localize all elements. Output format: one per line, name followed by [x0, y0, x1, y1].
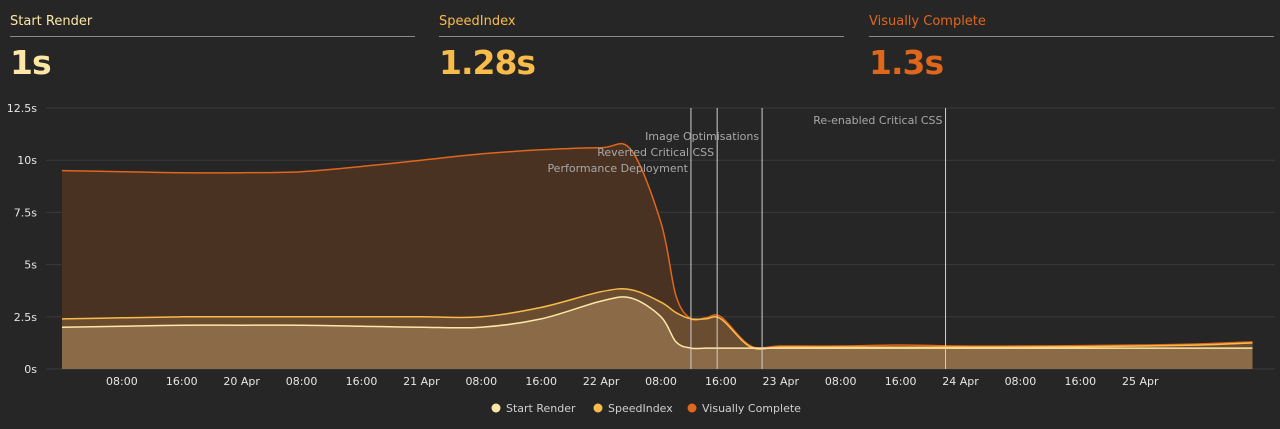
series-line-visually-complete	[61, 142, 1253, 349]
event-label: Re-enabled Critical CSS	[813, 114, 942, 127]
y-tick-label: 0s	[24, 363, 37, 376]
metric-start-render: Start Render 1s	[10, 14, 415, 83]
series-lines	[61, 142, 1253, 350]
series-area-start-render	[62, 296, 1253, 369]
legend-item-start-render[interactable]: Start Render	[491, 402, 577, 415]
x-tick-label: 08:00	[465, 375, 497, 388]
x-tick-label: 08:00	[645, 375, 677, 388]
y-tick-label: 2.5s	[14, 311, 37, 324]
legend-swatch	[687, 403, 697, 413]
metric-label: Start Render	[10, 14, 93, 29]
x-tick-label: 08:00	[286, 375, 318, 388]
y-tick-label: 5s	[24, 259, 37, 272]
event-label: Reverted Critical CSS	[597, 146, 714, 159]
y-tick-label: 10s	[17, 154, 37, 167]
legend-item-visually-complete[interactable]: Visually Complete	[687, 402, 802, 415]
y-axis: 0s 2.5s 5s 7.5s 10s 12.5s	[7, 102, 37, 376]
series-areas	[62, 143, 1253, 369]
metric-visually-complete: Visually Complete 1.3s	[869, 14, 1274, 83]
legend[interactable]: Start Render SpeedIndex Visually Complete	[491, 402, 802, 415]
metric-value: 1.28s	[439, 43, 536, 82]
legend-label: Visually Complete	[702, 402, 801, 415]
legend-swatch	[593, 403, 603, 413]
metric-divider	[10, 36, 415, 37]
event-label: Performance Deployment	[547, 162, 688, 175]
metric-value: 1s	[10, 43, 52, 82]
legend-item-speedindex[interactable]: SpeedIndex	[593, 402, 674, 415]
metrics-header: Start Render 1s SpeedIndex 1.28s Visuall…	[0, 0, 1280, 100]
x-axis: 08:00 16:00 20 Apr 08:00 16:00 21 Apr 08:00 16:…	[106, 375, 1159, 388]
x-tick-label: 08:00	[106, 375, 138, 388]
x-tick-label: 16:00	[885, 375, 917, 388]
x-tick-label: 08:00	[1005, 375, 1037, 388]
x-tick-label: 20 Apr	[223, 375, 260, 388]
x-tick-label: 16:00	[166, 375, 198, 388]
event-annotations: Performance Deployment Reverted Critical …	[547, 108, 947, 369]
legend-label: SpeedIndex	[608, 402, 673, 415]
series-line-start-render	[61, 296, 1253, 350]
metric-divider	[869, 36, 1274, 37]
x-tick-label: 23 Apr	[763, 375, 800, 388]
x-tick-label: 16:00	[525, 375, 557, 388]
metric-value: 1.3s	[869, 43, 944, 82]
x-tick-label: 16:00	[1064, 375, 1096, 388]
x-tick-label: 22 Apr	[583, 375, 620, 388]
x-tick-label: 16:00	[346, 375, 378, 388]
metric-label: SpeedIndex	[439, 14, 516, 29]
x-tick-label: 25 Apr	[1122, 375, 1159, 388]
y-tick-label: 12.5s	[7, 102, 37, 115]
series-line-speedindex	[61, 288, 1253, 350]
y-tick-label: 7.5s	[14, 206, 37, 219]
x-tick-label: 08:00	[825, 375, 857, 388]
legend-label: Start Render	[506, 402, 576, 415]
series-area-visually-complete	[62, 143, 1253, 369]
x-tick-label: 16:00	[705, 375, 737, 388]
x-tick-label: 24 Apr	[942, 375, 979, 388]
metric-divider	[439, 36, 844, 37]
legend-swatch	[491, 403, 501, 413]
event-label: Image Optimisations	[645, 130, 759, 143]
x-tick-label: 21 Apr	[403, 375, 440, 388]
metric-speedindex: SpeedIndex 1.28s	[439, 14, 844, 83]
metric-label: Visually Complete	[869, 14, 986, 29]
